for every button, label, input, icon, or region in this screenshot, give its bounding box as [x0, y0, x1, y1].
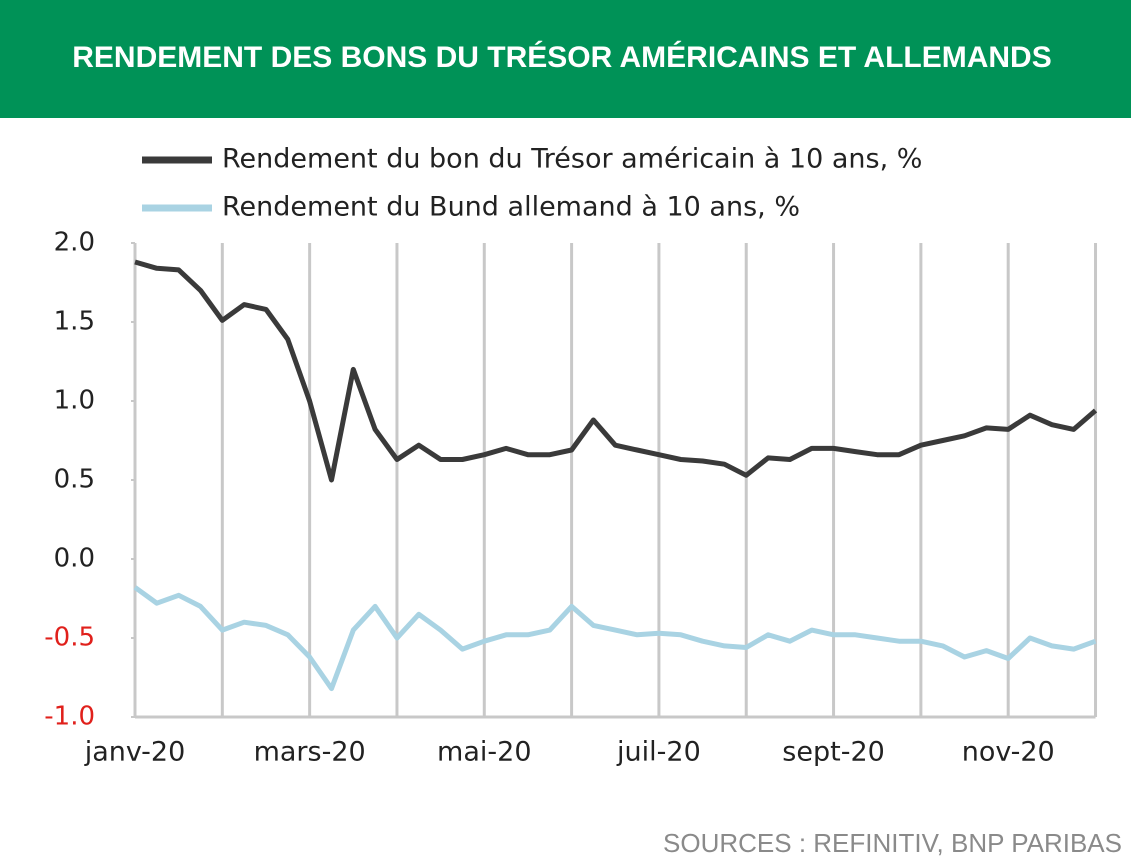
line-series — [133, 585, 1097, 692]
x-tick-label: juil-20 — [616, 737, 701, 768]
y-tick-label: 0.5 — [54, 465, 95, 495]
source: SOURCES : REFINITIV, BNP PARIBAS — [663, 828, 1122, 858]
legend-label: Rendement du Bund allemand à 10 ans, % — [222, 192, 800, 223]
line-series — [134, 259, 1098, 483]
x-tick-label: mai-20 — [437, 737, 531, 768]
chart-title: RENDEMENT DES BONS DU TRÉSOR AMÉRICAINS … — [72, 40, 1051, 74]
y-tick-label: -1.0 — [44, 702, 95, 732]
y-tick-label: 0.0 — [54, 544, 95, 574]
y-tick-label: -0.5 — [44, 623, 95, 653]
x-tick-label: mars-20 — [254, 737, 366, 768]
x-tick-label: sept-20 — [782, 737, 885, 768]
header-bar — [0, 0, 1131, 118]
x-tick-label: janv-20 — [84, 737, 186, 768]
x-tick-label: nov-20 — [962, 737, 1055, 768]
legend-label: Rendement du bon du Trésor américain à 1… — [222, 144, 922, 175]
y-tick-label: 1.5 — [54, 307, 95, 337]
y-tick-label: 1.0 — [54, 386, 95, 416]
y-tick-label: 2.0 — [54, 228, 95, 258]
